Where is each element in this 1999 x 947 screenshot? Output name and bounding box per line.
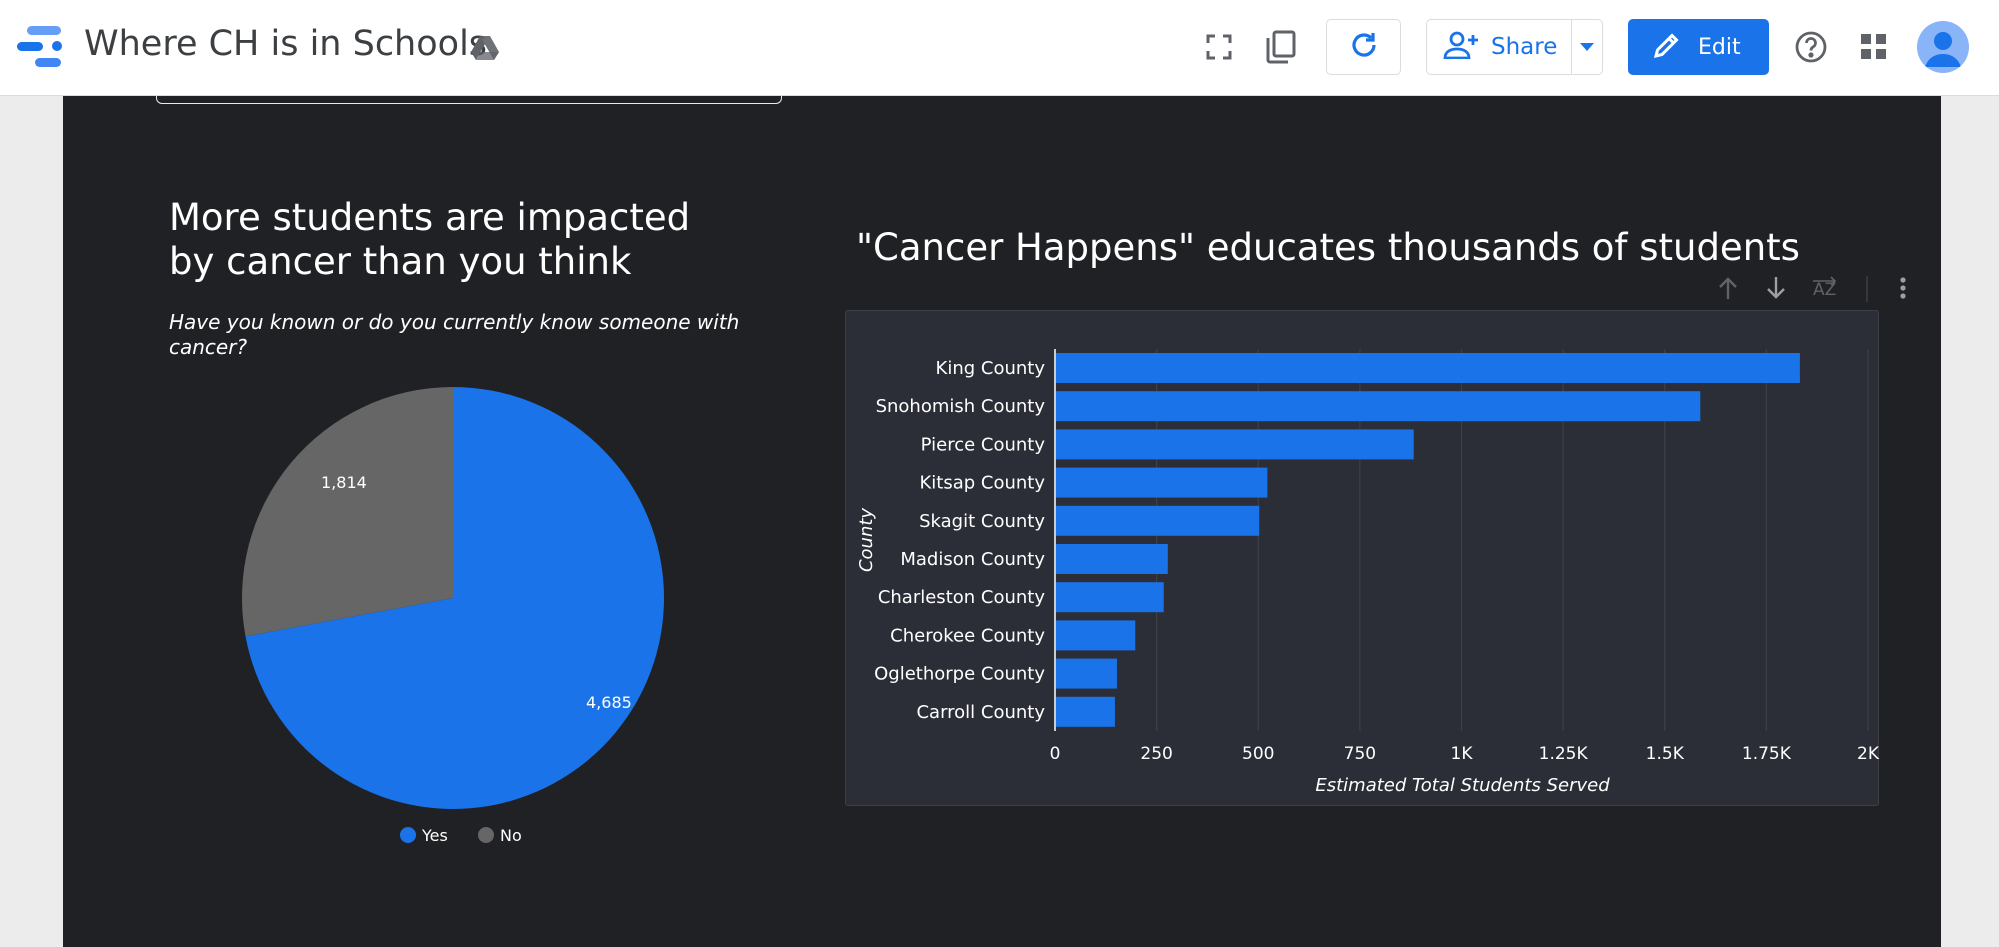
report-canvas: More students are impacted by cancer tha… xyxy=(63,96,1941,947)
y-category-label: Snohomish County xyxy=(876,396,1046,417)
y-category-label: King County xyxy=(936,358,1046,379)
pie-chart-subtitle: Have you known or do you currently know … xyxy=(169,310,740,359)
x-tick-label: 0 xyxy=(1050,744,1061,764)
pie-chart[interactable]: 4,685 1,814 Yes No xyxy=(63,96,783,947)
help-icon[interactable] xyxy=(1788,24,1834,70)
y-category-label: Charleston County xyxy=(878,587,1046,608)
bar[interactable] xyxy=(1056,658,1117,689)
edit-button[interactable]: Edit xyxy=(1628,19,1769,75)
share-dropdown-button[interactable] xyxy=(1571,19,1603,75)
x-tick-label: 250 xyxy=(1140,744,1172,764)
bar-chart[interactable]: 0 250 500 750 1K 1.25K 1.5K 1.75K 2K King County S… xyxy=(846,311,1880,807)
apps-grid-icon[interactable] xyxy=(1851,24,1897,70)
add-person-icon xyxy=(1443,31,1479,64)
bar[interactable] xyxy=(1056,467,1268,498)
legend-swatch-no xyxy=(478,827,494,843)
pie-slice-no[interactable] xyxy=(242,387,453,637)
y-axis-title: County xyxy=(856,508,877,572)
share-label: Share xyxy=(1491,34,1558,60)
sort-ascending-icon[interactable] xyxy=(1719,277,1737,299)
share-button[interactable]: Share xyxy=(1426,19,1572,75)
y-category-label: Kitsap County xyxy=(919,473,1045,494)
bar[interactable] xyxy=(1056,353,1800,383)
svg-text:AZ: AZ xyxy=(1813,280,1836,300)
filter-control-partial[interactable] xyxy=(156,96,782,104)
bar[interactable] xyxy=(1056,544,1168,574)
more-options-icon[interactable] xyxy=(1900,277,1906,299)
refresh-button[interactable] xyxy=(1326,19,1401,75)
sort-az-icon[interactable]: AZ xyxy=(1813,276,1836,300)
y-category-label: Cherokee County xyxy=(890,625,1045,646)
avatar-icon[interactable] xyxy=(1917,21,1969,73)
drive-icon[interactable] xyxy=(471,36,499,60)
x-tick-label: 750 xyxy=(1344,744,1376,764)
report-title[interactable]: Where CH is in Schools xyxy=(84,24,488,64)
y-category-label: Oglethorpe County xyxy=(874,664,1045,685)
x-tick-label: 1.25K xyxy=(1539,744,1589,764)
x-tick-label: 1.75K xyxy=(1742,744,1792,764)
legend-label-no[interactable]: No xyxy=(500,826,522,845)
edit-label: Edit xyxy=(1698,34,1741,60)
pie-slice-yes[interactable] xyxy=(245,387,665,809)
pie-data-label: 1,814 xyxy=(321,473,367,492)
y-category-label: Skagit County xyxy=(919,511,1045,532)
y-category-label: Carroll County xyxy=(916,702,1045,723)
app-header: Where CH is in Schools xyxy=(0,0,1999,96)
pie-data-label: 4,685 xyxy=(586,693,632,712)
legend-label-yes[interactable]: Yes xyxy=(421,826,448,845)
copy-icon[interactable] xyxy=(1258,24,1304,70)
bar[interactable] xyxy=(1056,429,1414,460)
looker-studio-logo-icon[interactable] xyxy=(17,24,65,70)
refresh-icon xyxy=(1349,30,1379,65)
pencil-icon xyxy=(1652,30,1682,65)
bar[interactable] xyxy=(1056,391,1701,422)
bar-chart-panel: 0 250 500 750 1K 1.25K 1.5K 1.75K 2K King County S… xyxy=(845,310,1880,807)
x-tick-label: 1K xyxy=(1451,744,1474,764)
x-tick-label: 1.5K xyxy=(1646,744,1685,764)
y-category-label: Pierce County xyxy=(921,434,1046,455)
x-axis-title: Estimated Total Students Served xyxy=(1315,775,1610,796)
y-category-label: Madison County xyxy=(900,549,1045,570)
bar[interactable] xyxy=(1056,582,1164,613)
fullscreen-icon[interactable] xyxy=(1196,24,1242,70)
bar[interactable] xyxy=(1056,505,1260,536)
x-tick-label: 500 xyxy=(1242,744,1274,764)
sort-descending-icon[interactable] xyxy=(1767,277,1785,299)
bar[interactable] xyxy=(1056,620,1136,651)
dropdown-arrow-icon xyxy=(1580,38,1594,56)
legend-swatch-yes xyxy=(400,827,416,843)
pie-chart-title: More students are impacted by cancer tha… xyxy=(169,196,691,283)
bar-chart-title: "Cancer Happens" educates thousands of s… xyxy=(856,226,1800,269)
x-tick-label: 2K xyxy=(1857,744,1880,764)
bar[interactable] xyxy=(1056,696,1115,727)
chart-toolbar: AZ xyxy=(1643,268,1923,308)
